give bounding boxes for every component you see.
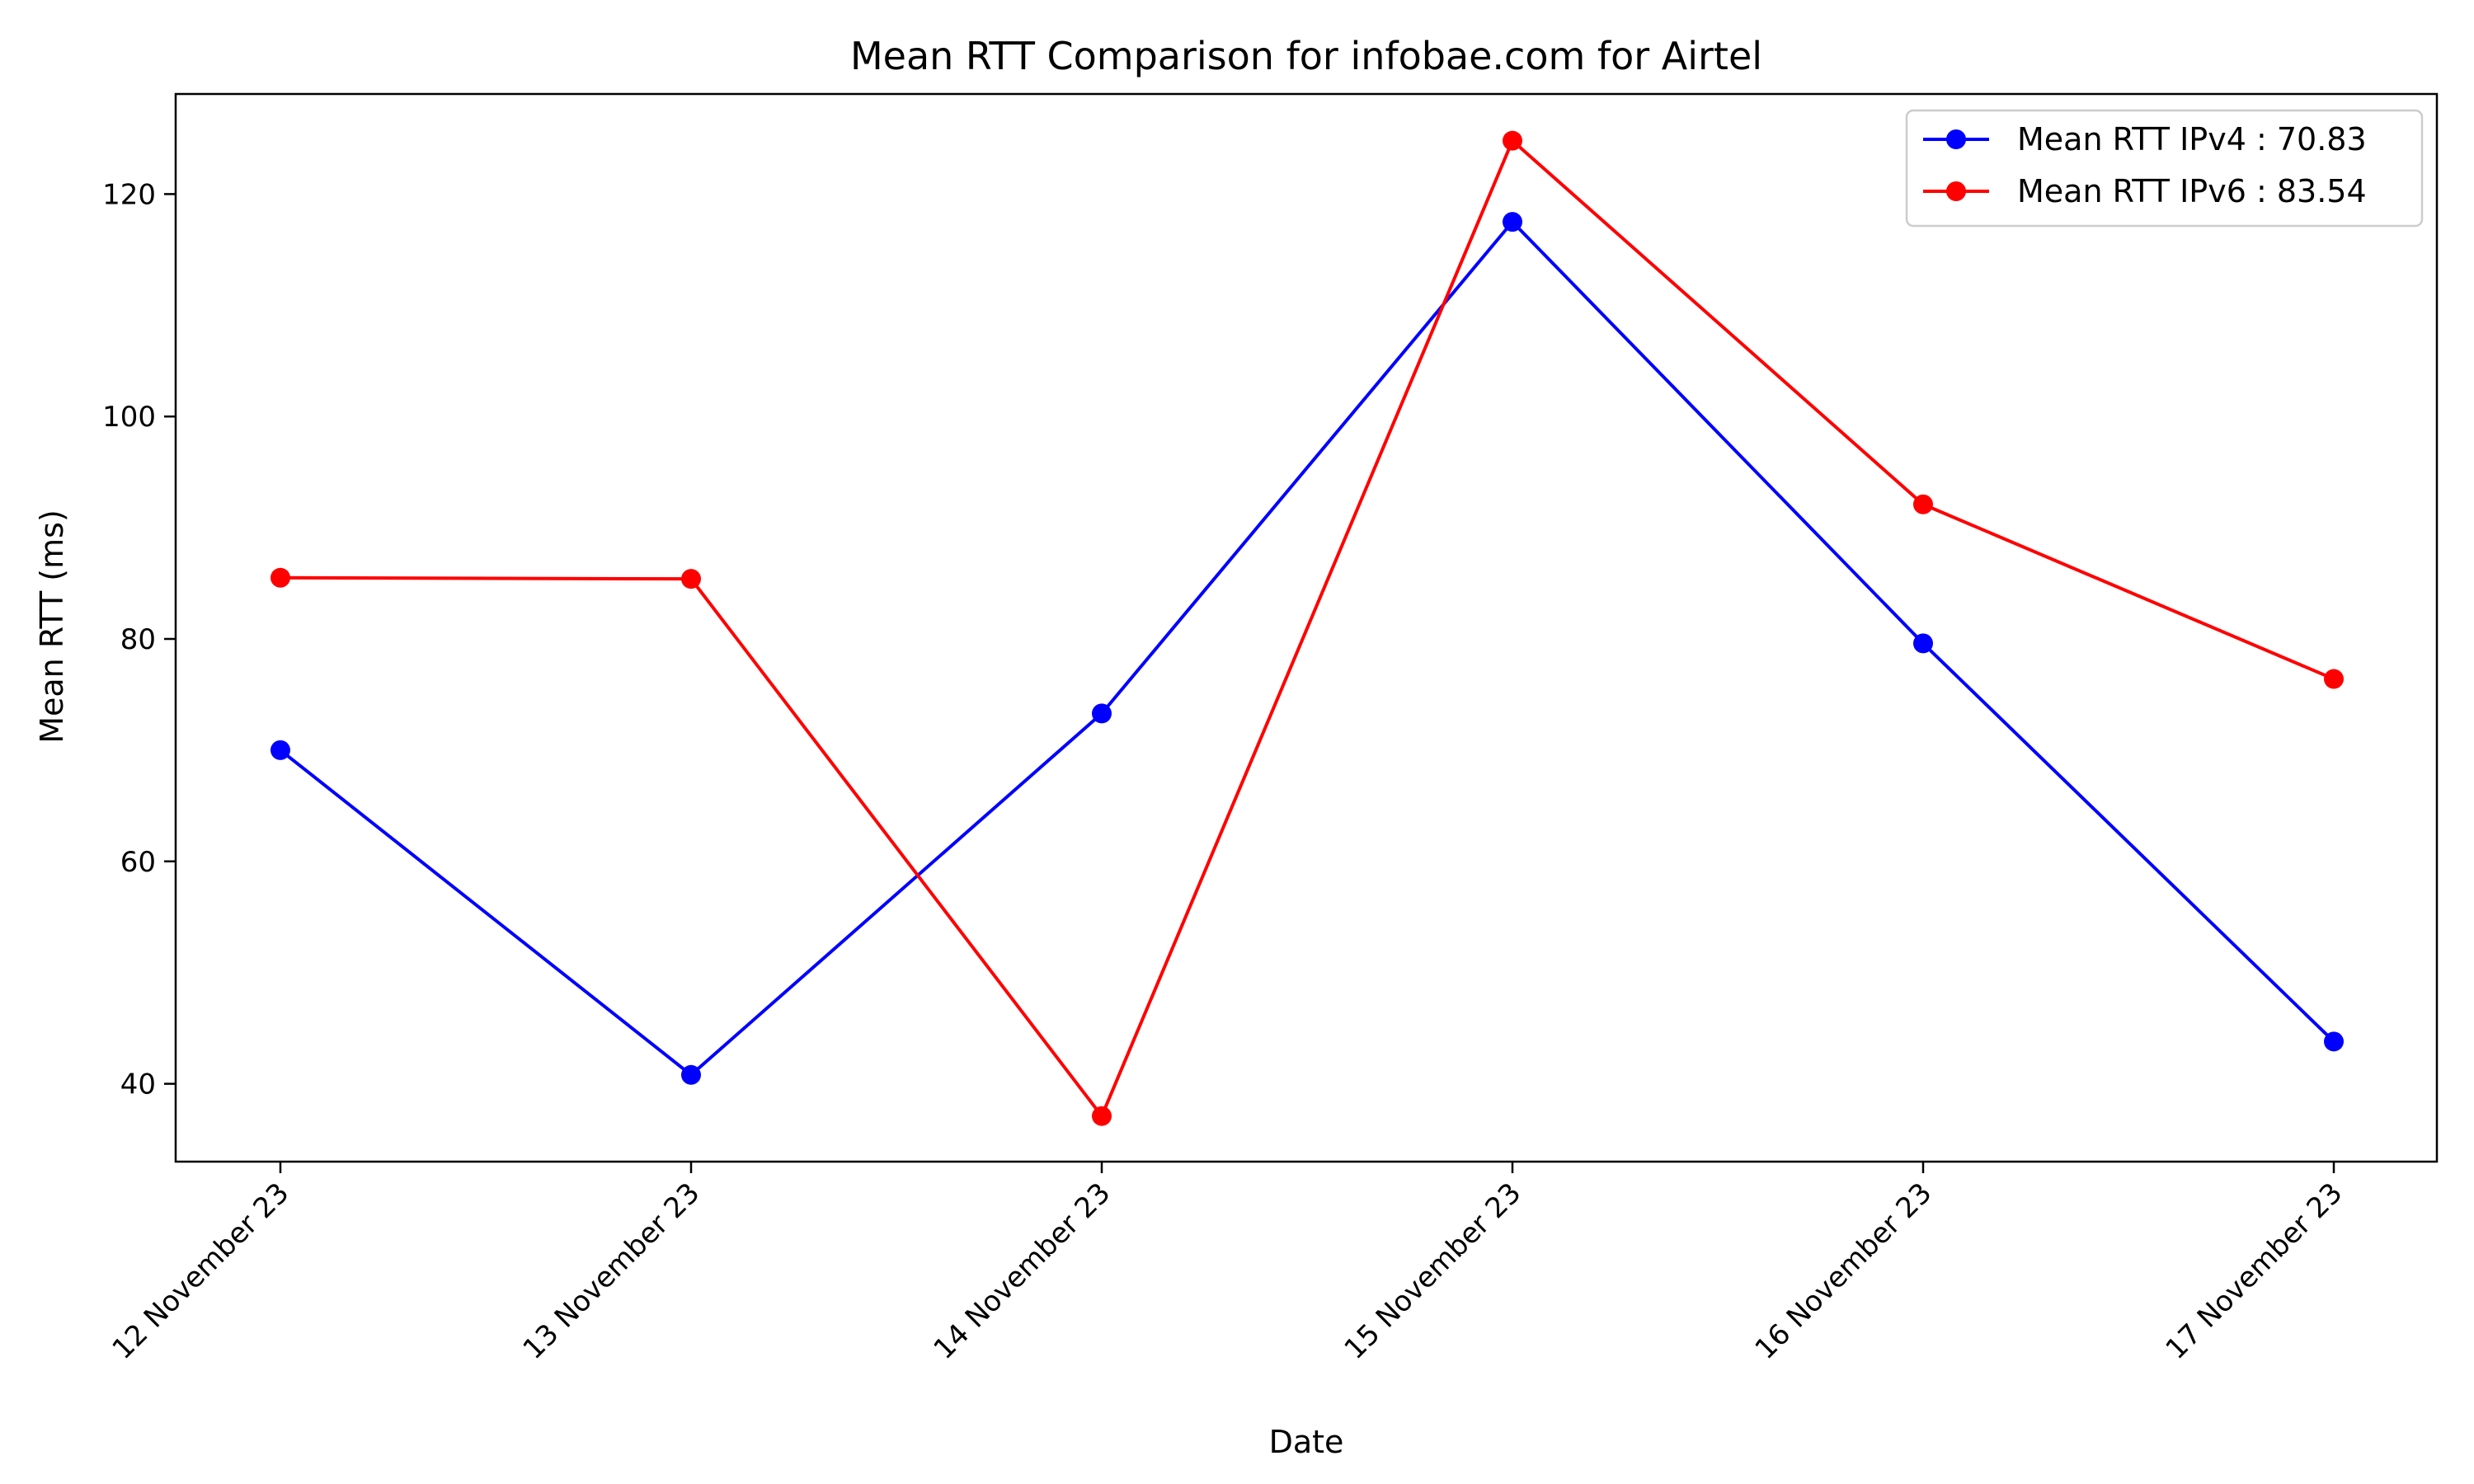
data-point-ipv6 — [1092, 1106, 1112, 1126]
legend-entry-ipv4: Mean RTT IPv4 : 70.83 — [1923, 121, 2367, 157]
legend-label-ipv4: Mean RTT IPv4 : 70.83 — [2017, 121, 2367, 157]
y-tick-label: 120 — [102, 178, 156, 211]
data-point-ipv4 — [1092, 703, 1112, 724]
data-point-ipv6 — [2324, 669, 2344, 689]
series-line-ipv4 — [279, 220, 2335, 1077]
data-point-ipv4 — [681, 1064, 701, 1085]
y-axis-label: Mean RTT (ms) — [34, 510, 70, 744]
legend-entry-ipv6: Mean RTT IPv6 : 83.54 — [1923, 173, 2367, 209]
legend: Mean RTT IPv4 : 70.83 Mean RTT IPv6 : 83… — [1905, 109, 2424, 228]
y-axis-ticks: 40 60 80 100 120 — [102, 178, 176, 1101]
y-tick-label: 80 — [120, 623, 156, 656]
data-point-ipv6 — [681, 569, 701, 589]
data-point-ipv4 — [2324, 1031, 2344, 1052]
y-tick-label: 60 — [120, 846, 156, 879]
data-point-ipv6 — [1913, 494, 1933, 514]
plot-series — [270, 130, 2344, 1126]
data-point-ipv4 — [270, 740, 290, 760]
plot-area-frame — [174, 92, 2439, 1163]
y-tick-label: 40 — [120, 1068, 156, 1101]
data-point-ipv4 — [1913, 633, 1933, 654]
legend-box — [1905, 109, 2424, 228]
legend-marker-ipv6 — [1946, 181, 1966, 201]
legend-marker-ipv4 — [1946, 129, 1966, 149]
chart-title: Mean RTT Comparison for infobae.com for … — [850, 34, 1762, 78]
x-axis-label: Date — [1269, 1424, 1344, 1460]
series-line-ipv6 — [280, 139, 2335, 1118]
data-point-ipv6 — [1503, 130, 1522, 151]
data-point-ipv6 — [270, 567, 290, 588]
legend-label-ipv6: Mean RTT IPv6 : 83.54 — [2017, 173, 2367, 209]
y-tick-label: 100 — [102, 401, 156, 434]
data-point-ipv4 — [1503, 212, 1522, 232]
